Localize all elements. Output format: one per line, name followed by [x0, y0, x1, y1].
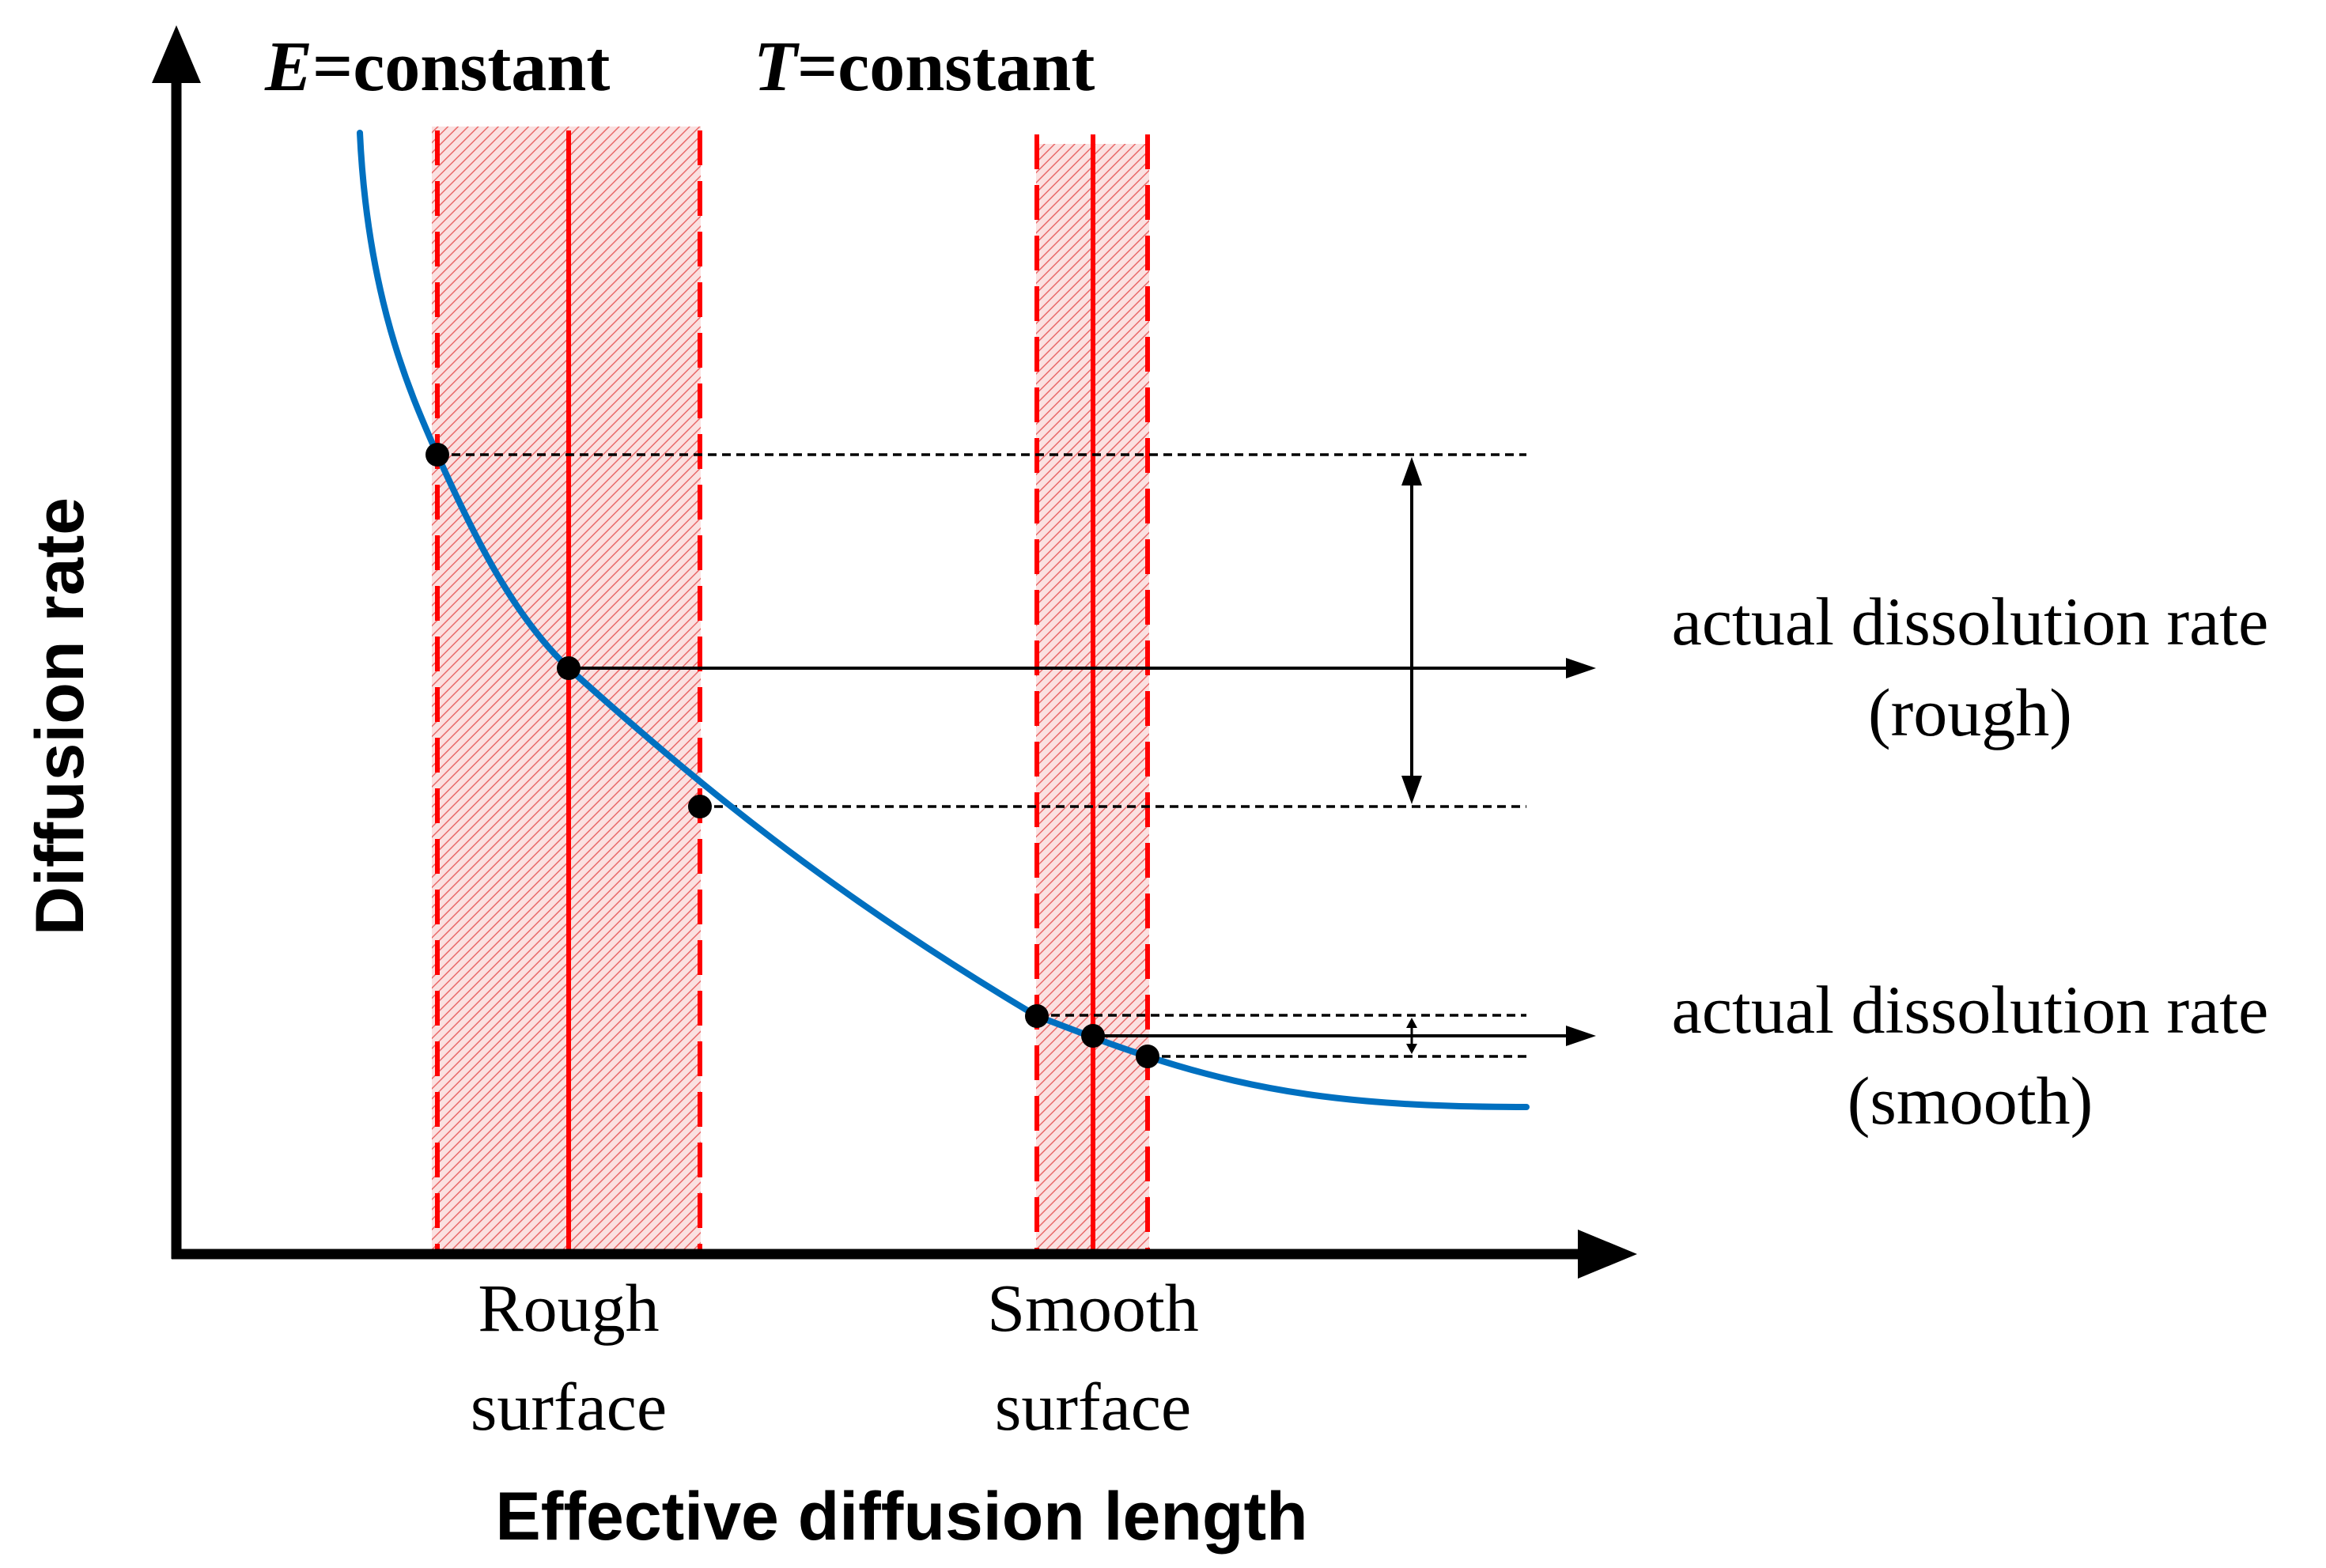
smooth-lower-point [1136, 1045, 1159, 1068]
smooth-surface-label-line1: Smooth [987, 1270, 1199, 1346]
x-axis-title: Effective diffusion length [495, 1479, 1307, 1555]
axes [152, 25, 1637, 1279]
rough-upper-point [425, 443, 449, 467]
t-constant-label: T=constant [754, 28, 1095, 106]
y-axis-arrow [152, 25, 201, 83]
smooth-rate-arrow-head [1566, 1026, 1596, 1046]
rough-rate-annotation-line1: actual dissolution rate [1672, 584, 2269, 659]
diffusion-rate-curve [357, 130, 1530, 1110]
smooth-upper-point [1025, 1004, 1049, 1028]
smooth-surface-label-line2: surface [995, 1369, 1191, 1445]
e-constant-label: E=constant [264, 28, 610, 106]
e-constant-text: =constant [312, 28, 610, 106]
reference-lines [437, 453, 1526, 1058]
rough-lower-point [688, 795, 712, 818]
t-constant-text: =constant [797, 28, 1095, 106]
smooth-range-head-top [1406, 1018, 1417, 1028]
rough-rate-arrow-head [1566, 658, 1596, 678]
rough-mean-point [557, 656, 581, 680]
smooth-rate-annotation-line1: actual dissolution rate [1672, 972, 2269, 1048]
rough-range-head-bottom [1401, 776, 1422, 804]
smooth-range-head-bottom [1406, 1044, 1417, 1054]
rough-range-head-top [1401, 457, 1422, 486]
e-variable: E [264, 28, 312, 106]
curve-points [425, 443, 1159, 1068]
smooth-rate-annotation-line2: (smooth) [1848, 1063, 2093, 1139]
rough-surface-label-line1: Rough [478, 1270, 659, 1346]
t-variable: T [754, 28, 800, 106]
y-axis-title: Diffusion rate [22, 497, 98, 935]
x-axis-arrow [1578, 1230, 1637, 1279]
rough-band-lines [435, 130, 702, 1253]
rough-surface-label-line2: surface [471, 1369, 667, 1445]
rough-rate-annotation-line2: (rough) [1868, 674, 2072, 750]
range-arrows [1401, 457, 1422, 1054]
smooth-mean-point [1081, 1024, 1105, 1048]
rate-arrows [569, 658, 1596, 1046]
